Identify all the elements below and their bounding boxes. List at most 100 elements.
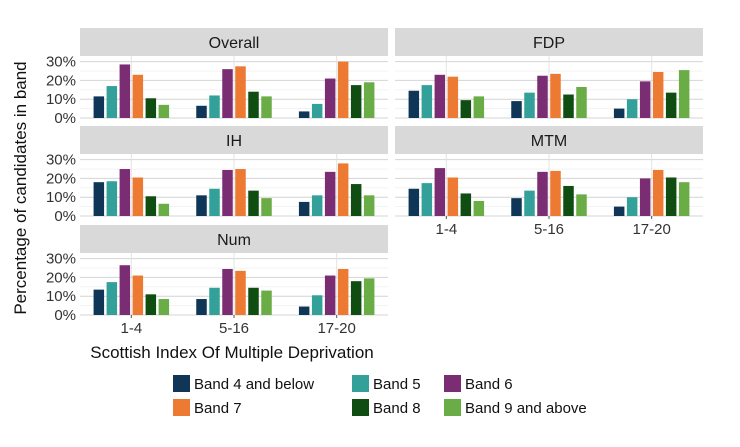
x-axis-label: Scottish Index Of Multiple Deprivation [90, 343, 373, 362]
y-tick-label: 0% [54, 208, 76, 225]
bar [350, 85, 362, 118]
bar [337, 268, 349, 315]
bar [261, 290, 272, 315]
bar [563, 185, 574, 216]
bar [324, 275, 336, 315]
bar [563, 94, 574, 118]
bar [524, 92, 535, 118]
bar [145, 196, 157, 216]
bar [473, 200, 485, 216]
panel-title: Overall [209, 35, 260, 52]
bar [524, 190, 535, 216]
bar [248, 91, 259, 118]
bar [132, 177, 144, 216]
bar [132, 74, 144, 118]
bar [421, 183, 433, 216]
bar [119, 64, 131, 118]
panel-title: MTM [531, 133, 567, 150]
bar [235, 169, 246, 216]
panel-ih: IH 0% 10% 20%30% [46, 126, 388, 225]
legend-item: Band 8 [352, 399, 421, 417]
bar [222, 69, 233, 118]
bar [196, 105, 207, 118]
bar [298, 306, 310, 315]
bar [311, 103, 323, 118]
bar [460, 193, 472, 216]
bar [460, 100, 472, 118]
bar [298, 111, 310, 118]
bar [408, 90, 420, 118]
panel-strip [395, 28, 703, 56]
legend-label: Band 4 and below [194, 376, 314, 393]
bar [158, 104, 170, 118]
bar [196, 299, 207, 315]
y-tick-label: 30% [46, 251, 76, 268]
bar [626, 197, 638, 216]
bar [537, 75, 548, 118]
bar [665, 92, 677, 118]
y-tick-label: 30% [46, 152, 76, 169]
bar [158, 299, 170, 315]
y-tick-label: 0% [54, 307, 76, 324]
bar [678, 70, 690, 118]
bar [337, 163, 349, 216]
y-axis-label: Percentage of candidates in band [11, 61, 30, 314]
bar [324, 171, 336, 216]
bar [248, 190, 259, 216]
legend-item: Band 7 [173, 399, 242, 417]
y-tick-label: 0% [54, 110, 76, 127]
legend-label: Band 5 [373, 376, 421, 393]
bar [235, 270, 246, 315]
bar [576, 87, 587, 118]
legend: Band 4 and below Band 5 Band 6 Band 7 Band 8… [173, 375, 587, 417]
bar [222, 268, 233, 315]
bar [550, 170, 561, 216]
bar [106, 181, 118, 216]
panel-overall: Overall 0% 10% 20%30% [46, 28, 388, 127]
bar [434, 168, 446, 216]
bar [145, 294, 157, 315]
bar [93, 289, 105, 315]
bar [576, 194, 587, 216]
bar [447, 76, 459, 118]
y-tick-label: 30% [46, 54, 76, 71]
x-tick-label: 17-20 [632, 221, 670, 238]
bar [665, 177, 677, 216]
bar [537, 171, 548, 216]
bar [311, 295, 323, 315]
panel-mtm: MTM 1-4 5-16 17-20 [395, 126, 703, 238]
bar [209, 287, 220, 315]
bar [434, 74, 446, 118]
bar [298, 201, 310, 216]
x-tick-label: 17-20 [317, 320, 355, 337]
bar [652, 71, 664, 118]
panel-strip [80, 28, 388, 56]
panel-strip [395, 126, 703, 154]
x-tick-label: 5-16 [219, 320, 249, 337]
bar [408, 188, 420, 216]
bar [106, 282, 118, 315]
bar [473, 96, 485, 118]
bar [511, 101, 522, 118]
legend-swatch [352, 375, 369, 392]
bar [235, 66, 246, 118]
legend-label: Band 8 [373, 400, 421, 417]
legend-swatch [173, 375, 190, 392]
legend-swatch [352, 399, 369, 416]
bar [248, 287, 259, 315]
y-tick-label: 10% [46, 91, 76, 108]
legend-label: Band 7 [194, 400, 242, 417]
bar [363, 82, 375, 118]
bar [550, 73, 561, 118]
bar [447, 177, 459, 216]
bar [119, 265, 131, 315]
bar [222, 169, 233, 216]
legend-item: Band 5 [352, 375, 421, 393]
panel-title: Num [217, 232, 251, 249]
panel-fdp: FDP [395, 28, 703, 119]
bar [119, 169, 131, 216]
bar [639, 81, 651, 118]
y-tick-label: 20% [46, 170, 76, 187]
